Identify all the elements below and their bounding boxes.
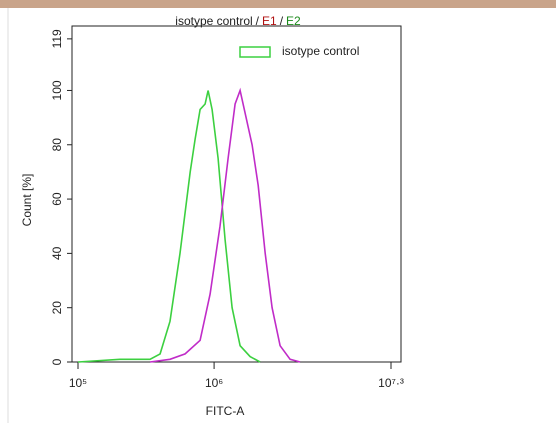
chart-title: isotype control / E1/E2 [175,14,301,28]
y-tick-label: 80 [50,138,64,152]
title-part: E2 [286,14,301,28]
x-tick-label: 10⁵ [69,376,87,390]
y-tick-label: 119 [50,29,64,48]
x-axis-label: FITC-A [206,404,245,418]
x-tick-label: 10⁷·³ [378,376,404,390]
top-strip [0,0,556,8]
title-part: / [280,14,284,28]
series-line [77,90,261,363]
y-tick-label: 20 [50,301,64,315]
y-tick-label: 60 [50,192,64,206]
y-axis-label: Count [%] [20,174,34,227]
y-tick-label: 40 [50,246,64,260]
plot-frame [71,25,402,363]
y-tick-label: 0 [50,358,64,365]
y-tick-label: 100 [50,80,64,100]
title-part: isotype control [175,14,252,28]
legend-swatch [239,46,271,58]
title-part: E1 [262,14,277,28]
series-line [149,87,301,363]
x-tick-label: 10⁶ [205,376,223,390]
title-part: / [256,14,260,28]
legend-label: isotype control [282,44,359,58]
